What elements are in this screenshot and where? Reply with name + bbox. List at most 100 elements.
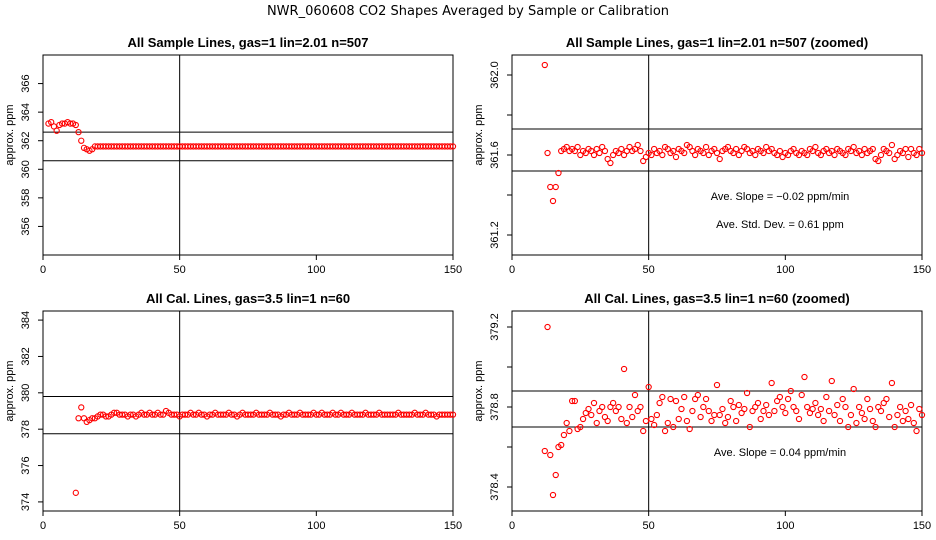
data-point xyxy=(370,411,377,418)
panel-annotation: Ave. Slope = −0.02 ppm/min xyxy=(711,191,850,203)
y-tick-label: 380 xyxy=(20,384,32,402)
data-point xyxy=(574,143,581,151)
data-point xyxy=(675,415,682,423)
data-point xyxy=(768,379,775,387)
data-point xyxy=(916,405,923,413)
data-point xyxy=(549,197,557,205)
data-point xyxy=(795,415,803,423)
data-point xyxy=(713,381,721,389)
data-point xyxy=(700,403,707,411)
data-point xyxy=(902,407,909,415)
data-point xyxy=(247,411,254,418)
data-point xyxy=(629,413,636,421)
data-point xyxy=(181,411,189,418)
data-point xyxy=(700,149,707,157)
data-point xyxy=(588,411,595,419)
y-tick-label: 361.6 xyxy=(489,141,501,169)
data-point xyxy=(648,151,655,159)
data-point xyxy=(261,411,268,418)
y-tick-label: 366 xyxy=(20,74,32,92)
data-point xyxy=(894,411,901,419)
y-tick-label: 374 xyxy=(20,493,32,511)
data-point xyxy=(571,397,579,405)
data-point xyxy=(304,411,312,418)
data-point xyxy=(291,411,298,418)
data-point xyxy=(872,423,879,431)
data-point xyxy=(220,411,227,418)
data-point xyxy=(558,441,565,449)
data-point xyxy=(670,423,677,431)
data-point xyxy=(809,405,816,413)
data-point xyxy=(836,417,844,425)
data-point xyxy=(615,403,622,411)
panel-title: All Cal. Lines, gas=3.5 lin=1 n=60 xyxy=(146,291,350,306)
y-axis-label: approx. ppm xyxy=(473,360,485,421)
data-point xyxy=(817,405,825,413)
data-point xyxy=(899,417,907,425)
data-point xyxy=(593,419,600,427)
data-point xyxy=(716,411,723,419)
x-tick-label: 50 xyxy=(174,520,186,532)
data-point xyxy=(850,385,857,393)
data-point xyxy=(50,123,58,130)
data-point xyxy=(48,118,55,126)
data-point xyxy=(702,143,710,151)
data-point xyxy=(427,411,435,418)
data-point xyxy=(853,419,860,427)
x-tick-label: 0 xyxy=(509,520,515,532)
data-point xyxy=(869,145,876,153)
data-point xyxy=(877,151,885,159)
data-point xyxy=(171,411,178,418)
data-point xyxy=(861,415,868,423)
data-point xyxy=(886,413,893,421)
data-point xyxy=(102,413,110,420)
data-point xyxy=(741,405,748,413)
y-tick-label: 378 xyxy=(20,420,32,438)
data-point xyxy=(596,149,603,157)
data-point xyxy=(672,153,680,161)
data-point xyxy=(206,411,213,418)
data-point xyxy=(672,397,680,405)
data-point xyxy=(119,411,126,418)
data-point xyxy=(618,415,625,423)
data-point xyxy=(814,411,822,419)
y-tick-label: 364 xyxy=(20,103,32,121)
data-point xyxy=(754,399,762,407)
data-point xyxy=(544,149,551,157)
x-tick-label: 0 xyxy=(40,520,46,532)
data-point xyxy=(417,411,424,418)
data-point xyxy=(609,399,617,407)
data-point xyxy=(910,419,917,427)
data-point xyxy=(722,419,729,427)
data-point xyxy=(280,411,287,418)
data-point xyxy=(812,399,819,407)
data-point xyxy=(552,471,559,479)
data-point xyxy=(650,421,658,429)
y-tick-label: 376 xyxy=(20,456,32,474)
data-point xyxy=(724,413,732,421)
data-series xyxy=(541,323,926,499)
data-point xyxy=(626,403,633,411)
data-point xyxy=(842,403,849,411)
data-point xyxy=(97,411,104,418)
data-point xyxy=(782,409,789,417)
data-point xyxy=(858,409,866,417)
data-point xyxy=(590,399,598,407)
y-axis-label: approx. ppm xyxy=(473,104,485,165)
y-tick-label: 382 xyxy=(20,347,32,365)
data-point xyxy=(541,61,548,69)
data-point xyxy=(918,149,926,157)
y-tick-label: 361.2 xyxy=(489,221,501,249)
data-point xyxy=(683,417,691,425)
y-tick-label: 379.2 xyxy=(489,313,501,341)
data-point xyxy=(732,145,740,153)
data-point xyxy=(656,399,663,407)
data-point xyxy=(779,403,786,411)
y-tick-label: 360 xyxy=(20,160,32,178)
data-point xyxy=(659,393,666,401)
y-axis-label: approx. ppm xyxy=(4,360,16,421)
data-point xyxy=(891,423,898,431)
data-point xyxy=(831,411,838,419)
